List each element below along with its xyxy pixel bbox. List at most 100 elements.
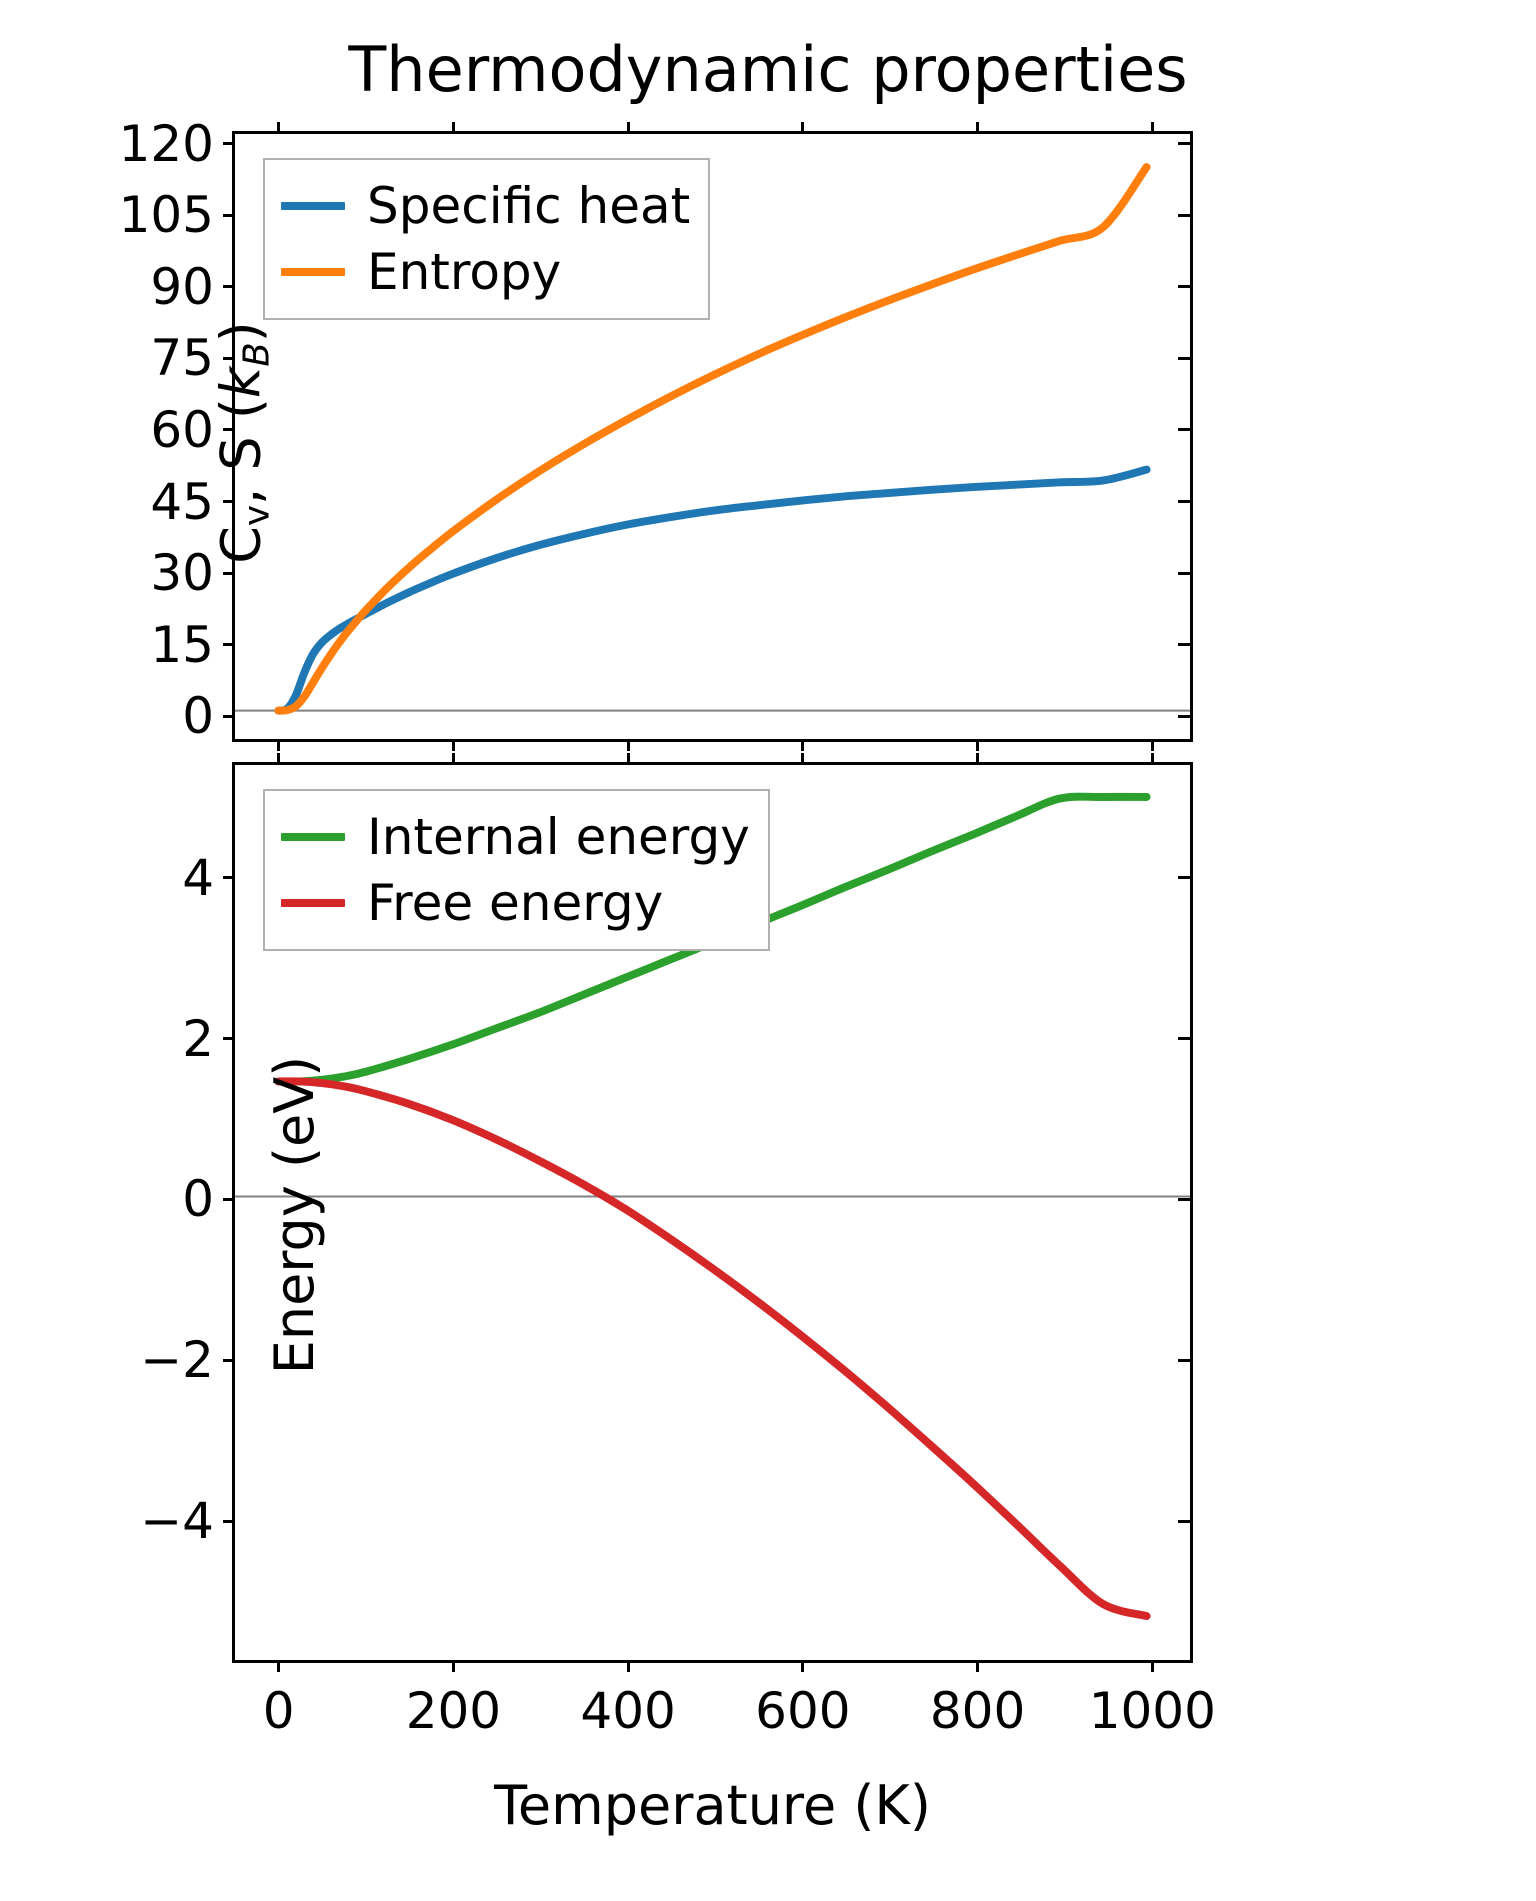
y-tick-label: 120	[118, 114, 214, 173]
y-tick-mark	[1178, 1037, 1190, 1041]
ylabel-sub-b: B	[236, 342, 278, 367]
legend-item[interactable]: Entropy	[281, 239, 690, 305]
y-tick-label: 105	[118, 186, 214, 245]
legend-line-icon	[281, 833, 345, 841]
top-panel-plot-area	[235, 163, 1190, 715]
x-tick-mark	[451, 1660, 455, 1672]
y-tick-mark	[223, 285, 235, 289]
x-tick-label: 800	[929, 1682, 1026, 1740]
y-tick-mark	[223, 142, 235, 146]
x-tick-mark	[801, 739, 805, 751]
y-tick-label: 4	[182, 848, 214, 907]
y-tick-mark	[1178, 428, 1190, 432]
legend-item[interactable]: Internal energy	[281, 804, 750, 870]
legend-line-icon	[281, 268, 345, 276]
y-tick-mark	[223, 1197, 235, 1201]
legend-item-label: Entropy	[367, 243, 562, 301]
legend-line-icon	[281, 899, 345, 907]
y-tick-mark	[1178, 142, 1190, 146]
series-line-internal-energy	[274, 792, 1151, 1086]
x-tick-label: 400	[580, 1682, 676, 1740]
x-tick-label: 200	[405, 1682, 502, 1740]
y-tick-mark	[223, 1358, 235, 1362]
y-tick-mark	[1178, 285, 1190, 289]
top-panel-legend: Specific heat Entropy	[263, 158, 711, 320]
y-tick-label: 15	[150, 615, 214, 674]
x-axis-label: Temperature (K)	[494, 1774, 931, 1837]
ylabel-close-paren: )	[209, 321, 273, 343]
x-tick-mark	[976, 739, 980, 751]
y-tick-mark	[1178, 356, 1190, 360]
y-tick-label: 0	[182, 1170, 214, 1229]
y-tick-mark	[223, 500, 235, 504]
ylabel-sub-v: v	[236, 504, 278, 527]
x-tick-mark	[1150, 739, 1154, 751]
bottom-panel-plot-area	[235, 792, 1190, 1621]
x-tick-mark	[451, 753, 455, 765]
x-tick-mark	[451, 739, 455, 751]
y-tick-mark	[1178, 1197, 1190, 1201]
series-line-entropy	[274, 163, 1151, 715]
y-tick-mark	[223, 1519, 235, 1523]
y-tick-label: 75	[150, 329, 214, 388]
y-tick-label: 30	[150, 544, 214, 603]
legend-item-label: Specific heat	[367, 177, 691, 235]
y-tick-mark	[223, 714, 235, 718]
y-tick-mark	[1178, 571, 1190, 575]
series-line-free-energy	[274, 1077, 1151, 1621]
x-tick-mark	[277, 739, 281, 751]
legend-item-label: Internal energy	[367, 808, 750, 866]
y-tick-mark	[223, 571, 235, 575]
page-title: Thermodynamic properties	[348, 33, 1188, 106]
legend-item[interactable]: Specific heat	[281, 173, 690, 239]
y-tick-mark	[1178, 500, 1190, 504]
y-tick-label: 45	[150, 472, 214, 531]
x-tick-label: 0	[262, 1682, 295, 1740]
y-tick-mark	[223, 876, 235, 880]
x-tick-mark	[277, 122, 281, 134]
x-tick-mark	[451, 122, 455, 134]
y-tick-mark	[223, 428, 235, 432]
y-tick-label: 60	[150, 400, 214, 459]
y-tick-mark	[223, 643, 235, 647]
legend-item[interactable]: Free energy	[281, 870, 750, 936]
x-tick-mark	[976, 1660, 980, 1672]
ylabel-mid: , S (	[209, 398, 273, 505]
x-tick-mark	[1150, 122, 1154, 134]
x-tick-mark	[801, 753, 805, 765]
y-tick-label: 2	[182, 1009, 214, 1068]
series-line-specific-heat	[274, 465, 1151, 715]
y-tick-label: 0	[182, 687, 214, 746]
x-tick-mark	[976, 122, 980, 134]
x-tick-mark	[626, 753, 630, 765]
y-tick-mark	[223, 213, 235, 217]
y-tick-mark	[1178, 714, 1190, 718]
x-tick-mark	[1150, 753, 1154, 765]
y-tick-mark	[223, 1037, 235, 1041]
bottom-panel-legend: Internal energy Free energy	[263, 789, 770, 951]
x-tick-mark	[626, 122, 630, 134]
y-tick-label: −2	[140, 1331, 214, 1390]
x-tick-label: 1000	[1088, 1682, 1216, 1740]
y-tick-mark	[1178, 1358, 1190, 1362]
axes-bottom-panel: −4 −2 0 2 4 0 200 400 600 800 1000 Energy (eV) In…	[140, 753, 1216, 1740]
y-tick-mark	[223, 356, 235, 360]
ylabel-c: C	[209, 526, 273, 564]
y-tick-mark	[1178, 876, 1190, 880]
y-tick-mark	[1178, 213, 1190, 217]
x-tick-mark	[626, 739, 630, 751]
x-tick-mark	[801, 1660, 805, 1672]
axes-top-panel: 0 15 30 45 60 75 90 105 120 Cv, S (kB) Specific …	[119, 115, 1193, 751]
x-tick-mark	[277, 753, 281, 765]
x-tick-label: 600	[755, 1682, 851, 1740]
y-tick-label: −4	[140, 1492, 214, 1551]
x-tick-mark	[277, 1660, 281, 1672]
x-tick-mark	[801, 122, 805, 134]
y-tick-mark	[1178, 1519, 1190, 1523]
y-tick-label: 90	[150, 257, 214, 316]
ylabel-k: k	[209, 366, 273, 399]
x-tick-mark	[1150, 1660, 1154, 1672]
y-tick-mark	[1178, 643, 1190, 647]
legend-item-label: Free energy	[367, 874, 664, 932]
